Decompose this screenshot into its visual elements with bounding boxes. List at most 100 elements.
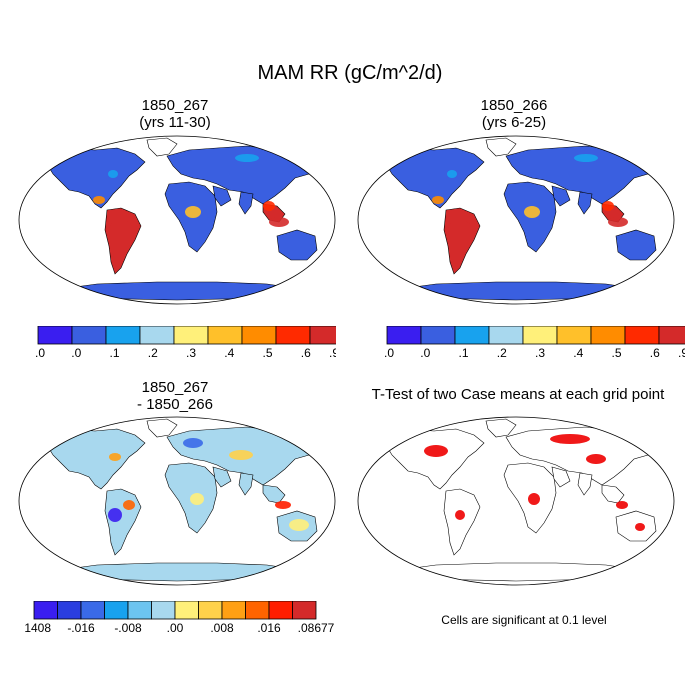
panel-1-colorbar-box-2: [105, 326, 141, 345]
panel-2-case-spot-central-africa: [524, 206, 540, 218]
panel-3-colorbar-box-6: [174, 601, 199, 620]
panel-4-map: [357, 416, 675, 586]
panel-2-antarctica: [391, 281, 647, 301]
panel-4-sig-spot-australia: [635, 523, 645, 531]
panel-3-antarctica: [52, 562, 308, 582]
panel-2-colorbar-label-3: .2: [497, 346, 507, 360]
panel-3-colorbar: -.1408 -.016 -.008 .00 .008 .016 .08677: [24, 601, 335, 635]
panel-1-title-line-1: 1850_267: [141, 97, 209, 114]
panel-3-colorbar-label-2: -.008: [114, 621, 142, 635]
panel-2-case-spot-east-us: [447, 170, 457, 178]
panel-3-diff-spot-australia: [289, 519, 309, 531]
panel-2-colorbar-label-8: .9394: [678, 346, 685, 360]
panel-2-colorbar-box-4: [522, 326, 558, 345]
panel-1-case-spot-central-africa: [185, 206, 201, 218]
panel-1-colorbar-box-7: [275, 326, 311, 345]
panel-3-diff-spot-amazon-neg: [108, 508, 122, 522]
panel-2-case-spot-se-asia: [602, 201, 614, 211]
panel-2-colorbar-label-6: .5: [611, 346, 621, 360]
panel-1-colorbar-box-8: [309, 326, 336, 345]
panel-2-border: [357, 135, 675, 305]
panel-4-land-layer: [383, 418, 657, 582]
panel-3-colorbar-box-2: [80, 601, 105, 620]
panel-2-greenland: [485, 137, 517, 157]
panel-4-arabia: [551, 466, 571, 488]
panel-1-case-spot-amazon: [109, 220, 133, 240]
panel-2-colorbar-box-2: [454, 326, 490, 345]
panel-2-colorbar-box-0: [386, 326, 422, 345]
panel-4-sig-spot-africa: [528, 493, 540, 505]
panel-4-antarctica: [391, 562, 647, 582]
panel-1-colorbar-label-2: .1: [109, 346, 119, 360]
figure-title: MAM RR (gC/m^2/d): [257, 62, 443, 84]
panel-1-title-line-2: (yrs 11-30): [139, 114, 211, 131]
panel-1-border: [18, 135, 336, 305]
panel-2-title: 1850_266 (yrs 6-25): [364, 97, 664, 131]
panel-4-sig-spot-eurasia-north: [550, 434, 590, 444]
panel-1-greenland: [146, 137, 178, 157]
panel-1-antarctica: [52, 281, 308, 301]
panel-1-case-spot-siberia: [235, 154, 259, 162]
panel-3-diff-spot-europe: [183, 438, 203, 448]
panel-2-case-spot-indonesia: [608, 217, 628, 227]
panel-3-colorbar-box-4: [127, 601, 152, 620]
panel-3-colorbar-box-10: [268, 601, 293, 620]
panel-4-india: [577, 472, 593, 496]
panel-2-case-spot-siberia: [574, 154, 598, 162]
panel-1-colorbar-box-4: [173, 326, 209, 345]
panel-3-diff-spot-africa: [190, 493, 204, 505]
panel-2-colorbar-box-1: [420, 326, 456, 345]
panel-2-colorbar-label-7: .6: [650, 346, 660, 360]
panel-1-colorbar-label-4: .3: [186, 346, 196, 360]
panel-2-land-layer: [383, 137, 657, 301]
panel-3-colorbar-box-0: [33, 601, 58, 620]
panel-1-colorbar-box-5: [207, 326, 243, 345]
panel-2-australia: [615, 229, 657, 261]
panel-3-colorbar-box-3: [104, 601, 129, 620]
panel-3-greenland: [146, 418, 178, 438]
panel-1-colorbar-label-8: .9341: [329, 346, 336, 360]
panel-1-map: [18, 135, 336, 305]
panel-2-colorbar-label-4: .3: [535, 346, 545, 360]
panel-1-title: 1850_267 (yrs 11-30): [25, 97, 325, 131]
panel-1-colorbar-label-5: .4: [224, 346, 234, 360]
panel-3-colorbar-box-11: [292, 601, 317, 620]
panel-3-diff-spot-east-us: [109, 453, 121, 461]
panel-2-colorbar-box-8: [658, 326, 685, 345]
panel-1-colorbar-label-6: .5: [262, 346, 272, 360]
panel-3-colorbar-label-1: -.016: [67, 621, 95, 635]
panel-3-colorbar-label-3: .00: [167, 621, 184, 635]
panel-3-land-layer: [44, 418, 318, 582]
panel-1-land-layer: [44, 137, 318, 301]
panel-3-colorbar-box-8: [221, 601, 246, 620]
panel-2-india: [577, 191, 593, 215]
panel-1-colorbar-label-7: .6: [301, 346, 311, 360]
panel-2-colorbar-box-3: [488, 326, 524, 345]
panel-4-title: T-Test of two Case means at each grid po…: [353, 386, 683, 403]
panel-1-case-spot-east-us: [108, 170, 118, 178]
panel-2-colorbar-label-0: -.0: [385, 346, 394, 360]
panel-3-colorbar-label-5: .016: [257, 621, 281, 635]
panel-1-australia: [276, 229, 318, 261]
panel-2-colorbar-box-6: [590, 326, 626, 345]
panel-3-colorbar-box-7: [198, 601, 223, 620]
panel-2-title-line-1: 1850_266: [480, 97, 548, 114]
panel-1-colorbar-box-1: [71, 326, 107, 345]
panel-1-north-america: [44, 147, 146, 209]
panel-4-greenland: [485, 418, 517, 438]
panel-4-north-america: [383, 428, 485, 490]
panel-3-map: [18, 416, 336, 586]
panel-2-colorbar-box-7: [624, 326, 660, 345]
panel-3-title-line-1: 1850_267: [141, 379, 209, 396]
panel-2-colorbar-label-5: .4: [573, 346, 583, 360]
panel-3-colorbar-label-0: -.1408: [24, 621, 51, 635]
panel-1-colorbar: -.0 .0 .1 .2 .3 .4 .5 .6 .9341: [36, 326, 336, 360]
significance-note: Cells are significant at 0.1 level: [441, 613, 607, 627]
panel-1-colorbar-label-1: .0: [71, 346, 81, 360]
panel-3-colorbar-label-4: .008: [210, 621, 234, 635]
panel-2-colorbar-label-1: .0: [420, 346, 430, 360]
panel-3-diff-spot-amazon-pos: [123, 500, 135, 510]
panel-2-map: [357, 135, 675, 305]
panel-3-arabia: [212, 466, 232, 488]
panel-2-colorbar-label-2: .1: [458, 346, 468, 360]
